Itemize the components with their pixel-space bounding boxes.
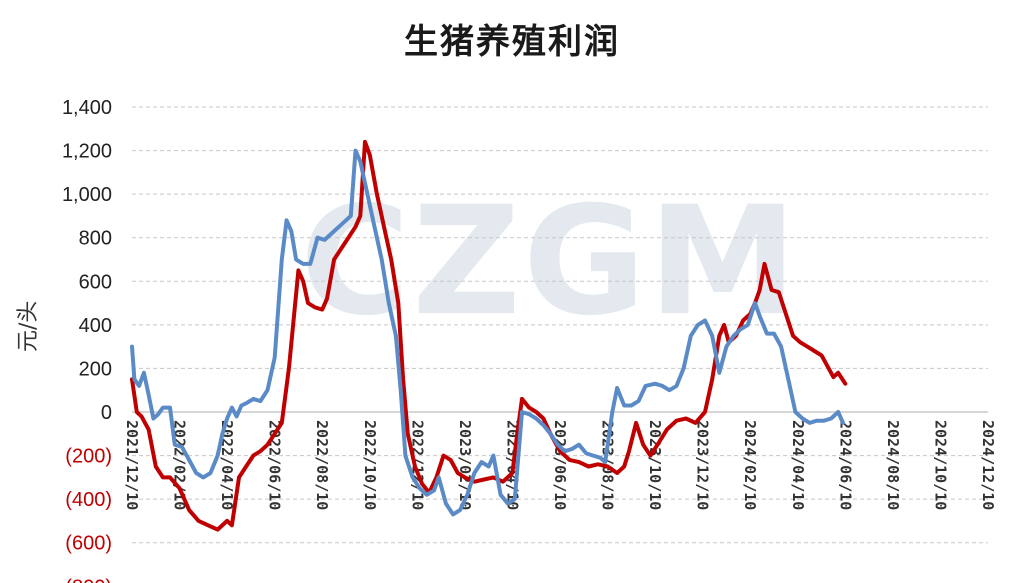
series-line-0 <box>130 139 848 532</box>
x-tick-labels: 2021/12/10 2022/02/10 2022/04/10 2022/06/10… <box>123 420 997 510</box>
series-lines <box>130 139 848 532</box>
y-tick-label: 200 <box>79 358 112 380</box>
y-tick-label: 1,400 <box>62 97 112 119</box>
x-tick-label: 2021/12/10 <box>123 420 141 510</box>
y-tick-label: 1,200 <box>62 141 112 163</box>
y-tick-label: (800) <box>65 576 112 583</box>
x-tick-label: 2024/12/10 <box>979 420 997 510</box>
y-tick-label: 0 <box>101 402 112 424</box>
x-tick-label: 2024/10/10 <box>931 420 949 510</box>
x-tick-label: 2023/06/10 <box>551 420 569 510</box>
y-tick-labels: 1,400 1,200 1,000 800 600 400 200 0 (200) (400) (6… <box>62 97 112 583</box>
x-tick-label: 2022/12/10 <box>408 420 426 510</box>
y-tick-label: 400 <box>79 315 112 337</box>
y-tick-label: (600) <box>65 533 112 555</box>
x-tick-label: 2023/10/10 <box>646 420 664 510</box>
y-tick-label: (400) <box>65 489 112 511</box>
y-tick-label: 800 <box>79 228 112 250</box>
x-tick-label: 2023/12/10 <box>694 420 712 510</box>
grid-lines <box>132 106 988 544</box>
y-tick-label: (200) <box>65 446 112 468</box>
x-tick-label: 2024/04/10 <box>789 420 807 510</box>
x-tick-label: 2024/06/10 <box>836 420 854 510</box>
series-line-1 <box>130 148 845 517</box>
y-tick-label: 1,000 <box>62 184 112 206</box>
x-tick-label: 2024/02/10 <box>741 420 759 510</box>
x-tick-label: 2022/04/10 <box>218 420 236 510</box>
y-tick-label: 600 <box>79 271 112 293</box>
x-tick-label: 2022/08/10 <box>313 420 331 510</box>
chart-title: 生猪养殖利润 <box>404 22 620 62</box>
x-tick-label: 2022/10/10 <box>361 420 379 510</box>
x-tick-label: 2024/08/10 <box>884 420 902 510</box>
